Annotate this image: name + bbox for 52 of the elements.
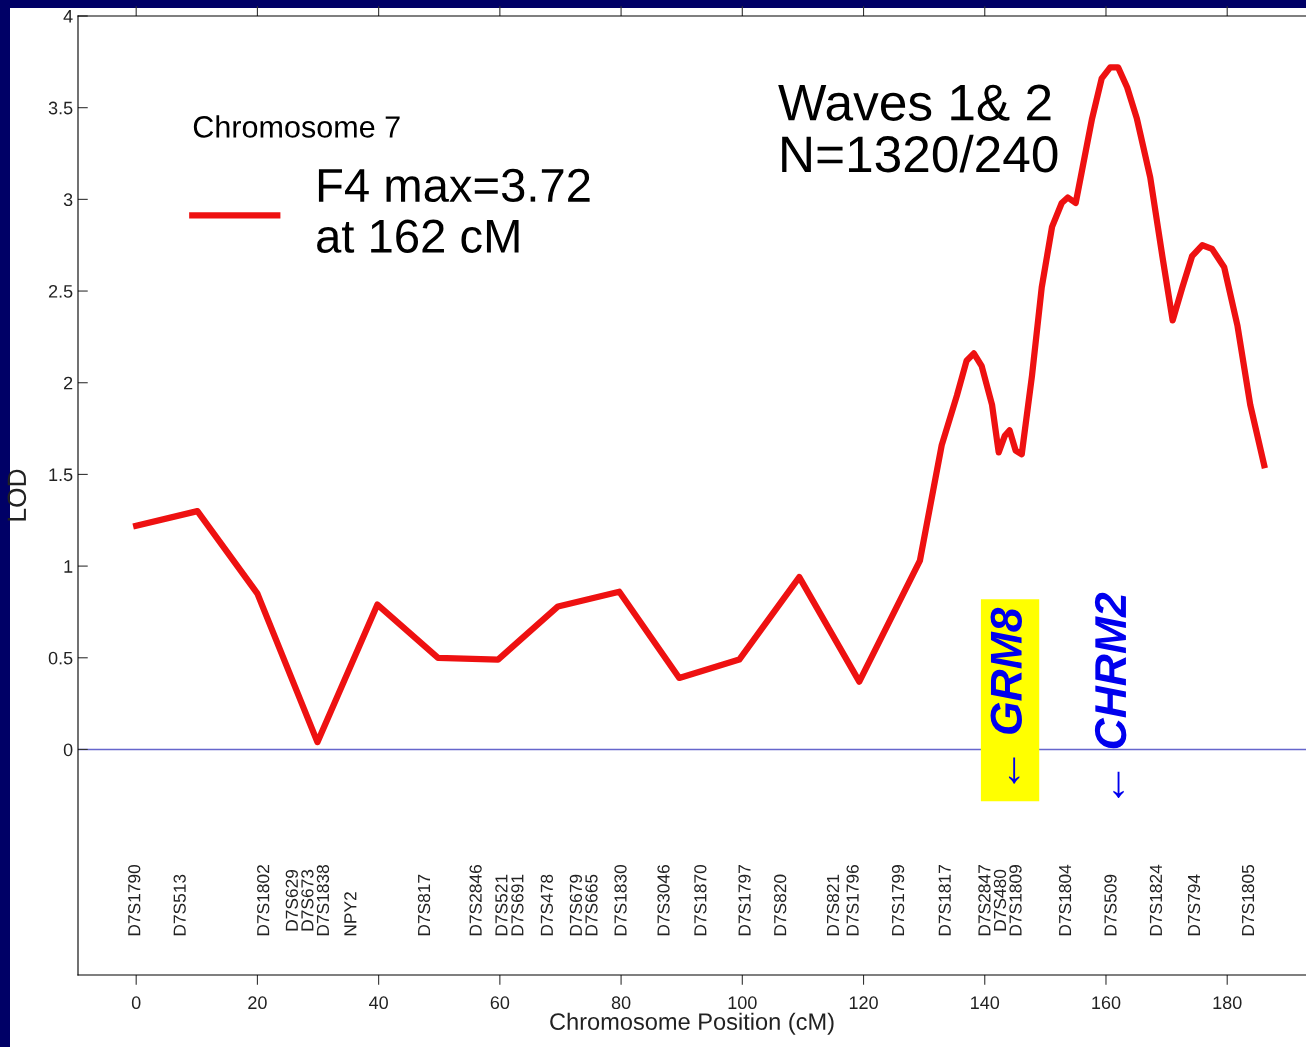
annotation: D7S1802 bbox=[257, 865, 270, 936]
annotation: D7S679 D7S665 bbox=[569, 874, 598, 936]
x-axis-title: Chromosome Position (cM) bbox=[550, 1012, 834, 1035]
annotation: NPY2 bbox=[344, 892, 357, 936]
annotation: D7S2846 bbox=[469, 865, 482, 936]
y-tick-label: 2.5 bbox=[48, 284, 73, 298]
x-tick-label: 20 bbox=[248, 996, 267, 1010]
y-tick-label: 3.5 bbox=[48, 101, 73, 115]
annotation: D7S821 bbox=[826, 874, 840, 936]
annotation: D7S509 bbox=[1104, 874, 1117, 936]
annotation: D7S2847 D7S480 D7S1809 bbox=[978, 865, 1022, 936]
x-tick-label: 40 bbox=[369, 996, 388, 1010]
annotation: D7S629 D7S673 D7S1838 bbox=[285, 865, 330, 936]
annotation: D7S1797 bbox=[738, 865, 751, 936]
x-tick-label: 120 bbox=[849, 996, 878, 1010]
y-tick-label: 1 bbox=[64, 560, 73, 573]
annotation: D7S513 bbox=[173, 874, 186, 936]
y-tick-label: 3 bbox=[63, 193, 73, 207]
annotation: D7S1824 bbox=[1149, 864, 1163, 936]
x-tick-label: 60 bbox=[490, 996, 510, 1010]
y-tick-label: 0.5 bbox=[48, 651, 73, 665]
annotation: D7S1804 bbox=[1058, 864, 1072, 936]
annotation: D7S521 bbox=[495, 874, 508, 936]
annotation: D7S1870 bbox=[694, 864, 707, 936]
y-tick-label: 2 bbox=[64, 376, 73, 390]
legend-label: F4 max=3.72 at 162 cM bbox=[317, 168, 590, 253]
annotation: D7S1790 bbox=[128, 864, 141, 936]
x-tick-label: 180 bbox=[1213, 996, 1242, 1010]
annotation: ← CHRM2 bbox=[1094, 592, 1127, 799]
annotation: Waves 1& 2 N=1320/240 bbox=[778, 84, 1058, 173]
annotation: D7S478 bbox=[540, 874, 553, 936]
annotation: D7S1817 bbox=[938, 865, 951, 936]
annotation: D7S794 bbox=[1187, 874, 1201, 936]
x-tick-label: 160 bbox=[1092, 996, 1121, 1010]
y-tick-label: 1.5 bbox=[49, 468, 73, 482]
annotation: D7S820 bbox=[774, 874, 787, 936]
annotation: D7S691 bbox=[511, 874, 524, 936]
y-tick-label: 0 bbox=[63, 743, 73, 757]
legend-title: Chromosome 7 bbox=[193, 115, 400, 138]
annotation: D7S1796 bbox=[846, 865, 859, 936]
annotation: ← GRM8 bbox=[990, 607, 1022, 784]
annotation: D7S1799 bbox=[891, 865, 905, 936]
x-tick-label: 80 bbox=[611, 996, 631, 1010]
y-tick-label: 4 bbox=[63, 10, 73, 23]
x-tick-label: 140 bbox=[971, 996, 1000, 1010]
y-axis-title: LOD bbox=[7, 469, 27, 521]
x-tick-label: 100 bbox=[728, 996, 757, 1010]
annotation: D7S1830 bbox=[614, 864, 627, 936]
annotation: D7S817 bbox=[417, 874, 431, 936]
x-tick-label: 0 bbox=[131, 996, 141, 1010]
annotation: D7S3046 bbox=[657, 865, 670, 936]
annotation: D7S1805 bbox=[1241, 864, 1255, 936]
